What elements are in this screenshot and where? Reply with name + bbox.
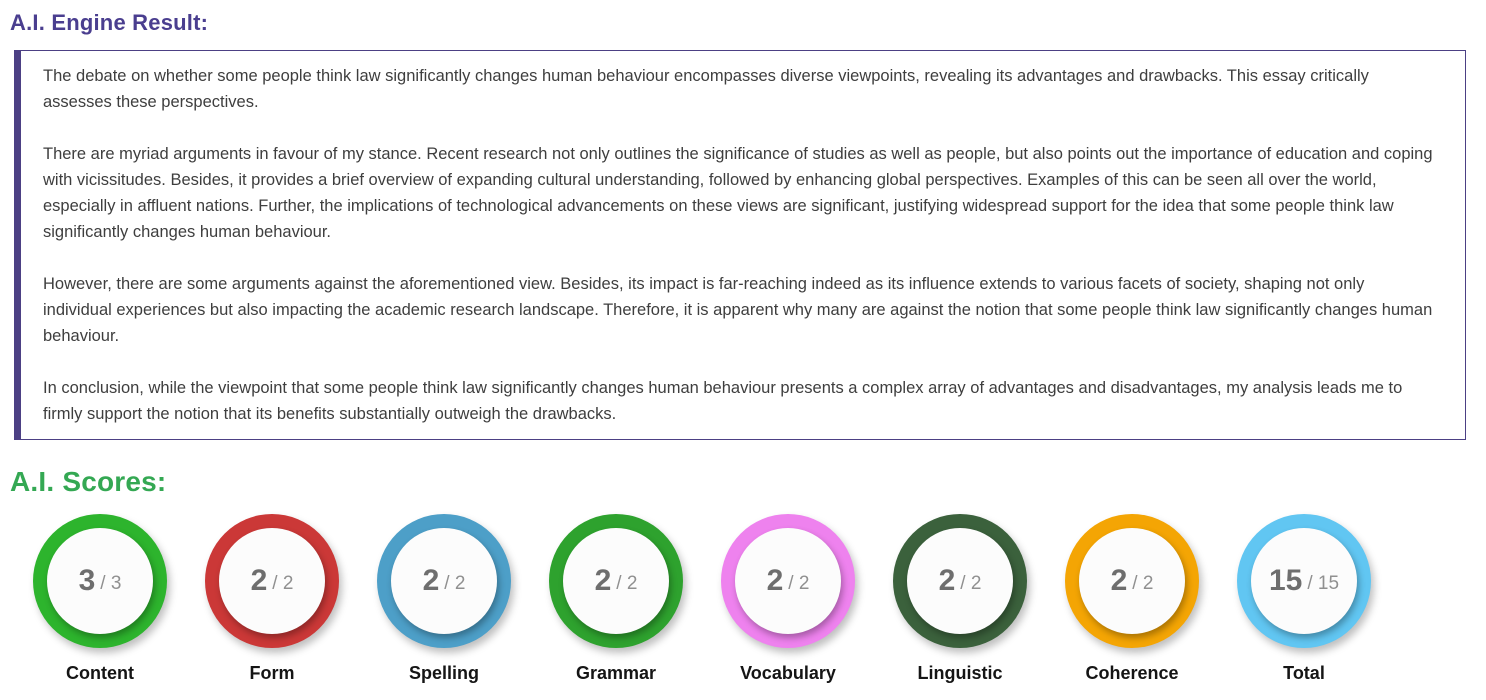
score-value-circle: 15 15 xyxy=(1251,528,1357,634)
score-value-circle: 2 2 xyxy=(1079,528,1185,634)
score-max: 2 xyxy=(616,567,638,595)
score-value-circle: 2 2 xyxy=(563,528,669,634)
score-max: 2 xyxy=(1132,567,1154,595)
ai-scores-heading: A.I. Scores: xyxy=(10,466,167,497)
result-paragraph: However, there are some arguments agains… xyxy=(43,275,1433,345)
score-max: 15 xyxy=(1307,567,1339,595)
score-value-circle: 2 2 xyxy=(735,528,841,634)
score-item-spelling: 2 2 Spelling xyxy=(358,514,530,684)
score-number: 2 xyxy=(1110,564,1128,597)
score-item-form: 2 2 Form xyxy=(186,514,358,684)
score-value-circle: 3 3 xyxy=(47,528,153,634)
score-number: 3 xyxy=(78,564,96,597)
score-ring: 2 2 xyxy=(377,514,511,648)
score-label: Coherence xyxy=(1085,663,1179,683)
score-label: Total xyxy=(1283,663,1325,683)
score-max: 2 xyxy=(788,567,810,595)
score-number: 15 xyxy=(1268,564,1303,597)
score-number: 2 xyxy=(938,564,956,597)
score-label: Form xyxy=(249,663,295,683)
score-item-total: 15 15 Total xyxy=(1218,514,1390,684)
scores-row: 3 3 Content 2 2 Form 2 2 Spelling 2 2 xyxy=(14,514,1466,684)
score-ring: 3 3 xyxy=(33,514,167,648)
score-ring: 15 15 xyxy=(1237,514,1371,648)
score-item-vocabulary: 2 2 Vocabulary xyxy=(702,514,874,684)
score-item-linguistic: 2 2 Linguistic xyxy=(874,514,1046,684)
result-paragraph: In conclusion, while the viewpoint that … xyxy=(43,379,1403,423)
score-max: 2 xyxy=(272,567,294,595)
score-value-circle: 2 2 xyxy=(219,528,325,634)
score-label: Grammar xyxy=(575,663,657,683)
score-item-content: 3 3 Content xyxy=(14,514,186,684)
score-value-circle: 2 2 xyxy=(907,528,1013,634)
score-ring: 2 2 xyxy=(893,514,1027,648)
score-number: 2 xyxy=(250,564,268,597)
score-ring: 2 2 xyxy=(721,514,855,648)
score-max: 3 xyxy=(100,567,122,595)
score-value-circle: 2 2 xyxy=(391,528,497,634)
score-max: 2 xyxy=(960,567,982,595)
score-label: Content xyxy=(66,663,134,683)
score-ring: 2 2 xyxy=(549,514,683,648)
score-item-grammar: 2 2 Grammar xyxy=(530,514,702,684)
score-ring: 2 2 xyxy=(205,514,339,648)
score-label: Linguistic xyxy=(917,663,1003,683)
result-paragraph: The debate on whether some people think … xyxy=(43,67,1369,111)
result-paragraph: There are myriad arguments in favour of … xyxy=(43,145,1433,241)
ai-engine-result-heading: A.I. Engine Result: xyxy=(10,10,209,35)
score-number: 2 xyxy=(766,564,784,597)
score-number: 2 xyxy=(422,564,440,597)
score-number: 2 xyxy=(594,564,612,597)
score-label: Spelling xyxy=(408,663,479,683)
score-ring: 2 2 xyxy=(1065,514,1199,648)
score-max: 2 xyxy=(444,567,466,595)
score-label: Vocabulary xyxy=(740,663,836,683)
ai-result-box: The debate on whether some people think … xyxy=(14,50,1466,440)
score-item-coherence: 2 2 Coherence xyxy=(1046,514,1218,684)
